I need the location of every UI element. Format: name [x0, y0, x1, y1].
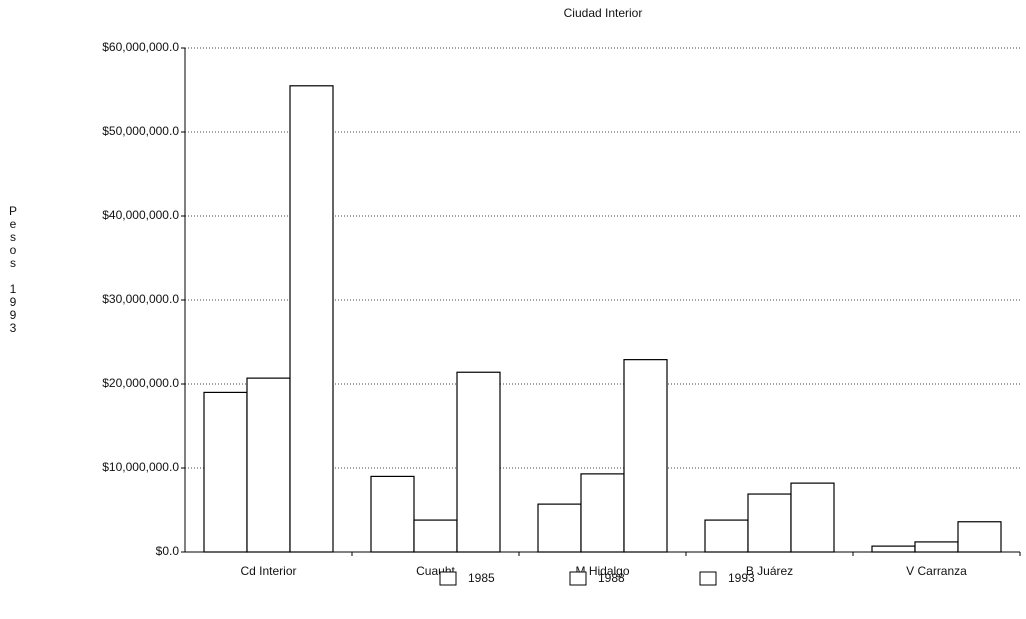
x-tick-label: V Carranza [906, 564, 967, 578]
x-tick-label: Cd Interior [240, 564, 296, 578]
bar [289, 85, 334, 553]
bar [203, 391, 248, 553]
y-tick-label: $0.0 [156, 544, 180, 558]
y-tick-label: $40,000,000.0 [102, 208, 179, 222]
y-tick-label: $10,000,000.0 [102, 460, 179, 474]
bar [246, 377, 291, 553]
bar [871, 545, 916, 553]
bar [623, 359, 668, 553]
legend-swatch [699, 571, 717, 586]
bar [704, 519, 749, 553]
bar [914, 541, 959, 553]
legend-label: 1993 [728, 571, 755, 585]
y-tick-label: $20,000,000.0 [102, 376, 179, 390]
y-tick-label: $60,000,000.0 [102, 40, 179, 54]
bar [456, 371, 501, 553]
legend-label: 1985 [468, 571, 495, 585]
legend-swatch [569, 571, 587, 586]
legend-label: 1988 [598, 571, 625, 585]
bar [413, 519, 458, 553]
bar [370, 475, 415, 553]
bar [957, 521, 1002, 553]
bar [747, 493, 792, 553]
bar [580, 473, 625, 553]
x-tick-label: B Juárez [746, 564, 793, 578]
y-tick-label: $50,000,000.0 [102, 124, 179, 138]
bar [790, 482, 835, 553]
y-tick-label: $30,000,000.0 [102, 292, 179, 306]
bar [537, 503, 582, 553]
legend-swatch [439, 571, 457, 586]
chart-title: Ciudad Interior [564, 6, 643, 20]
x-tick-label: M Hidalgo [575, 564, 629, 578]
